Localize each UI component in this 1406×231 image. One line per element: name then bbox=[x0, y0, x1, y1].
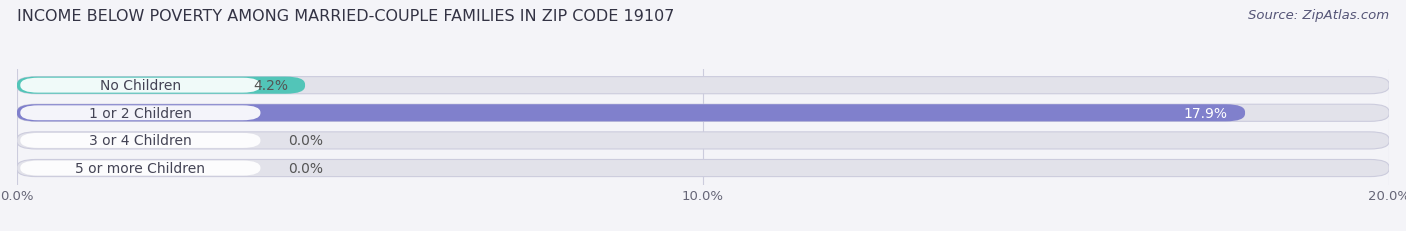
Text: 17.9%: 17.9% bbox=[1184, 106, 1227, 120]
FancyBboxPatch shape bbox=[20, 161, 260, 176]
FancyBboxPatch shape bbox=[17, 160, 1389, 177]
Text: No Children: No Children bbox=[100, 79, 181, 93]
Text: 3 or 4 Children: 3 or 4 Children bbox=[89, 134, 191, 148]
FancyBboxPatch shape bbox=[20, 106, 260, 121]
FancyBboxPatch shape bbox=[17, 77, 305, 94]
FancyBboxPatch shape bbox=[20, 133, 260, 148]
FancyBboxPatch shape bbox=[17, 132, 1389, 149]
Text: 0.0%: 0.0% bbox=[288, 161, 323, 175]
Text: 0.0%: 0.0% bbox=[288, 134, 323, 148]
FancyBboxPatch shape bbox=[17, 105, 1246, 122]
Text: Source: ZipAtlas.com: Source: ZipAtlas.com bbox=[1249, 9, 1389, 22]
Text: 1 or 2 Children: 1 or 2 Children bbox=[89, 106, 191, 120]
Text: INCOME BELOW POVERTY AMONG MARRIED-COUPLE FAMILIES IN ZIP CODE 19107: INCOME BELOW POVERTY AMONG MARRIED-COUPL… bbox=[17, 9, 675, 24]
Text: 5 or more Children: 5 or more Children bbox=[76, 161, 205, 175]
Text: 4.2%: 4.2% bbox=[253, 79, 288, 93]
FancyBboxPatch shape bbox=[17, 105, 1389, 122]
FancyBboxPatch shape bbox=[17, 77, 1389, 94]
FancyBboxPatch shape bbox=[20, 78, 260, 93]
